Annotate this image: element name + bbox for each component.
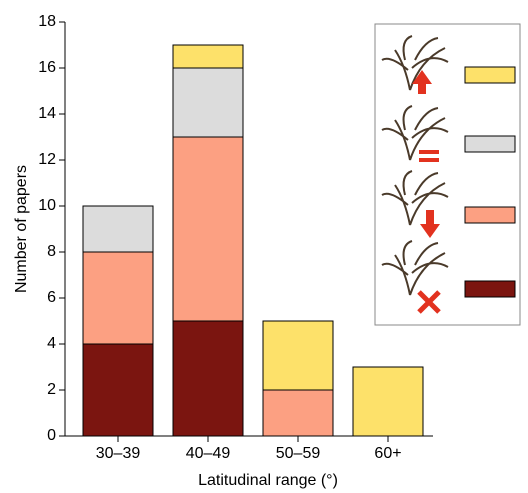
- bar-segment: [172, 67, 244, 138]
- y-tick-label: 2: [47, 381, 56, 398]
- bar-segment: [262, 389, 334, 437]
- x-tick-label: 50–59: [276, 445, 321, 462]
- y-axis-label: Number of papers: [13, 165, 30, 293]
- legend-swatch: [464, 280, 516, 298]
- bar-segment: [172, 136, 244, 322]
- y-tick-label: 6: [47, 289, 56, 306]
- y-tick-label: 4: [47, 335, 56, 352]
- y-tick-label: 14: [38, 105, 56, 122]
- y-tick-label: 8: [47, 243, 56, 260]
- x-tick-label: 60+: [374, 445, 401, 462]
- y-tick-label: 12: [38, 151, 56, 168]
- x-tick-label: 40–49: [186, 445, 231, 462]
- legend: [374, 23, 521, 326]
- x-axis-label: Latitudinal range (°): [198, 472, 338, 489]
- y-tick-label: 18: [38, 13, 56, 30]
- bar-segment: [172, 320, 244, 437]
- bar-segment: [82, 205, 154, 253]
- bar-segment: [352, 366, 424, 437]
- y-tick-label: 0: [47, 427, 56, 444]
- x-tick-label: 30–39: [96, 445, 141, 462]
- bar-segment: [172, 44, 244, 69]
- y-tick-label: 16: [38, 59, 56, 76]
- legend-swatch: [464, 206, 516, 224]
- bar-segment: [82, 343, 154, 437]
- legend-swatch: [464, 135, 516, 153]
- bar-segment: [82, 251, 154, 345]
- y-tick-label: 10: [38, 197, 56, 214]
- legend-symbols: [412, 70, 441, 314]
- bar-segment: [262, 320, 334, 391]
- legend-icons: [381, 35, 449, 296]
- legend-swatch: [464, 66, 516, 84]
